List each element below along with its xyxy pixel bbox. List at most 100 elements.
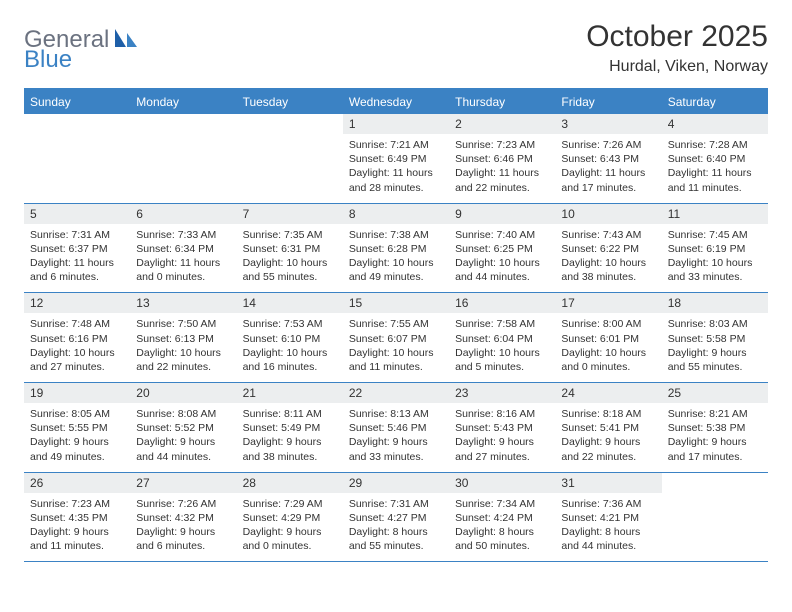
day-info: Sunrise: 7:35 AMSunset: 6:31 PMDaylight:…: [237, 224, 343, 293]
day-number: 13: [130, 293, 236, 313]
calendar-table: Sunday Monday Tuesday Wednesday Thursday…: [24, 88, 768, 562]
day-cell: [662, 472, 768, 562]
day-number: 14: [237, 293, 343, 313]
day-cell: [130, 114, 236, 203]
day-info: Sunrise: 7:31 AMSunset: 6:37 PMDaylight:…: [24, 224, 130, 293]
day-header: Monday: [130, 89, 236, 114]
day-info: Sunrise: 8:18 AMSunset: 5:41 PMDaylight:…: [555, 403, 661, 472]
daylight-text: Daylight: 10 hours and 11 minutes.: [349, 346, 443, 374]
day-header: Saturday: [662, 89, 768, 114]
day-cell: 26Sunrise: 7:23 AMSunset: 4:35 PMDayligh…: [24, 472, 130, 562]
daylight-text: Daylight: 10 hours and 49 minutes.: [349, 256, 443, 284]
daylight-text: Daylight: 10 hours and 5 minutes.: [455, 346, 549, 374]
sunset-text: Sunset: 5:49 PM: [243, 421, 337, 435]
day-number: 6: [130, 204, 236, 224]
daylight-text: Daylight: 9 hours and 6 minutes.: [136, 525, 230, 553]
sunset-text: Sunset: 6:16 PM: [30, 332, 124, 346]
day-cell: 31Sunrise: 7:36 AMSunset: 4:21 PMDayligh…: [555, 472, 661, 562]
day-number: 5: [24, 204, 130, 224]
day-header: Thursday: [449, 89, 555, 114]
day-cell: 12Sunrise: 7:48 AMSunset: 6:16 PMDayligh…: [24, 293, 130, 383]
daylight-text: Daylight: 10 hours and 38 minutes.: [561, 256, 655, 284]
sunrise-text: Sunrise: 7:50 AM: [136, 317, 230, 331]
daylight-text: Daylight: 10 hours and 16 minutes.: [243, 346, 337, 374]
day-number: 31: [555, 473, 661, 493]
sunrise-text: Sunrise: 7:53 AM: [243, 317, 337, 331]
daylight-text: Daylight: 9 hours and 55 minutes.: [668, 346, 762, 374]
sunset-text: Sunset: 6:34 PM: [136, 242, 230, 256]
day-cell: 14Sunrise: 7:53 AMSunset: 6:10 PMDayligh…: [237, 293, 343, 383]
day-number: 2: [449, 114, 555, 134]
day-number: 4: [662, 114, 768, 134]
sunset-text: Sunset: 6:01 PM: [561, 332, 655, 346]
sunrise-text: Sunrise: 7:23 AM: [30, 497, 124, 511]
sunrise-text: Sunrise: 7:26 AM: [136, 497, 230, 511]
day-info: [662, 479, 768, 543]
day-info: Sunrise: 8:13 AMSunset: 5:46 PMDaylight:…: [343, 403, 449, 472]
day-number: 9: [449, 204, 555, 224]
day-cell: 1Sunrise: 7:21 AMSunset: 6:49 PMDaylight…: [343, 114, 449, 203]
day-number: 17: [555, 293, 661, 313]
day-cell: 4Sunrise: 7:28 AMSunset: 6:40 PMDaylight…: [662, 114, 768, 203]
daylight-text: Daylight: 10 hours and 27 minutes.: [30, 346, 124, 374]
daylight-text: Daylight: 10 hours and 55 minutes.: [243, 256, 337, 284]
sunrise-text: Sunrise: 7:29 AM: [243, 497, 337, 511]
day-number: 1: [343, 114, 449, 134]
day-info: Sunrise: 7:29 AMSunset: 4:29 PMDaylight:…: [237, 493, 343, 562]
logo-blue-wrap: Blue: [24, 46, 72, 74]
sunset-text: Sunset: 6:46 PM: [455, 152, 549, 166]
sunset-text: Sunset: 5:46 PM: [349, 421, 443, 435]
sunrise-text: Sunrise: 7:23 AM: [455, 138, 549, 152]
day-cell: 19Sunrise: 8:05 AMSunset: 5:55 PMDayligh…: [24, 383, 130, 473]
sunset-text: Sunset: 6:19 PM: [668, 242, 762, 256]
week-row: 12Sunrise: 7:48 AMSunset: 6:16 PMDayligh…: [24, 293, 768, 383]
day-number: 11: [662, 204, 768, 224]
day-info: Sunrise: 7:34 AMSunset: 4:24 PMDaylight:…: [449, 493, 555, 562]
day-info: Sunrise: 7:53 AMSunset: 6:10 PMDaylight:…: [237, 313, 343, 382]
day-info: Sunrise: 8:11 AMSunset: 5:49 PMDaylight:…: [237, 403, 343, 472]
day-header-row: Sunday Monday Tuesday Wednesday Thursday…: [24, 89, 768, 114]
daylight-text: Daylight: 9 hours and 0 minutes.: [243, 525, 337, 553]
month-title: October 2025: [586, 20, 768, 54]
day-number: 30: [449, 473, 555, 493]
sunrise-text: Sunrise: 7:40 AM: [455, 228, 549, 242]
sunset-text: Sunset: 5:55 PM: [30, 421, 124, 435]
calendar-page: General October 2025 Hurdal, Viken, Norw…: [0, 0, 792, 582]
header: General October 2025 Hurdal, Viken, Norw…: [24, 20, 768, 76]
day-cell: 3Sunrise: 7:26 AMSunset: 6:43 PMDaylight…: [555, 114, 661, 203]
daylight-text: Daylight: 9 hours and 33 minutes.: [349, 435, 443, 463]
day-info: Sunrise: 8:21 AMSunset: 5:38 PMDaylight:…: [662, 403, 768, 472]
day-number: 16: [449, 293, 555, 313]
sunset-text: Sunset: 4:29 PM: [243, 511, 337, 525]
day-info: Sunrise: 7:50 AMSunset: 6:13 PMDaylight:…: [130, 313, 236, 382]
sunrise-text: Sunrise: 7:45 AM: [668, 228, 762, 242]
day-cell: [24, 114, 130, 203]
sunset-text: Sunset: 6:22 PM: [561, 242, 655, 256]
day-number: 20: [130, 383, 236, 403]
sunset-text: Sunset: 5:41 PM: [561, 421, 655, 435]
daylight-text: Daylight: 11 hours and 0 minutes.: [136, 256, 230, 284]
sunrise-text: Sunrise: 7:55 AM: [349, 317, 443, 331]
day-cell: 20Sunrise: 8:08 AMSunset: 5:52 PMDayligh…: [130, 383, 236, 473]
day-info: Sunrise: 7:48 AMSunset: 6:16 PMDaylight:…: [24, 313, 130, 382]
sunset-text: Sunset: 4:27 PM: [349, 511, 443, 525]
sunrise-text: Sunrise: 7:58 AM: [455, 317, 549, 331]
logo-sail-icon: [113, 27, 139, 54]
daylight-text: Daylight: 11 hours and 6 minutes.: [30, 256, 124, 284]
day-info: Sunrise: 7:21 AMSunset: 6:49 PMDaylight:…: [343, 134, 449, 203]
sunrise-text: Sunrise: 8:03 AM: [668, 317, 762, 331]
day-number: 3: [555, 114, 661, 134]
daylight-text: Daylight: 9 hours and 49 minutes.: [30, 435, 124, 463]
day-info: Sunrise: 7:43 AMSunset: 6:22 PMDaylight:…: [555, 224, 661, 293]
daylight-text: Daylight: 10 hours and 33 minutes.: [668, 256, 762, 284]
day-number: 28: [237, 473, 343, 493]
sunrise-text: Sunrise: 7:33 AM: [136, 228, 230, 242]
day-info: Sunrise: 7:31 AMSunset: 4:27 PMDaylight:…: [343, 493, 449, 562]
day-header: Tuesday: [237, 89, 343, 114]
sunrise-text: Sunrise: 7:35 AM: [243, 228, 337, 242]
sunrise-text: Sunrise: 8:05 AM: [30, 407, 124, 421]
location-subtitle: Hurdal, Viken, Norway: [586, 58, 768, 76]
day-info: Sunrise: 8:16 AMSunset: 5:43 PMDaylight:…: [449, 403, 555, 472]
day-info: Sunrise: 7:38 AMSunset: 6:28 PMDaylight:…: [343, 224, 449, 293]
sunrise-text: Sunrise: 8:08 AM: [136, 407, 230, 421]
